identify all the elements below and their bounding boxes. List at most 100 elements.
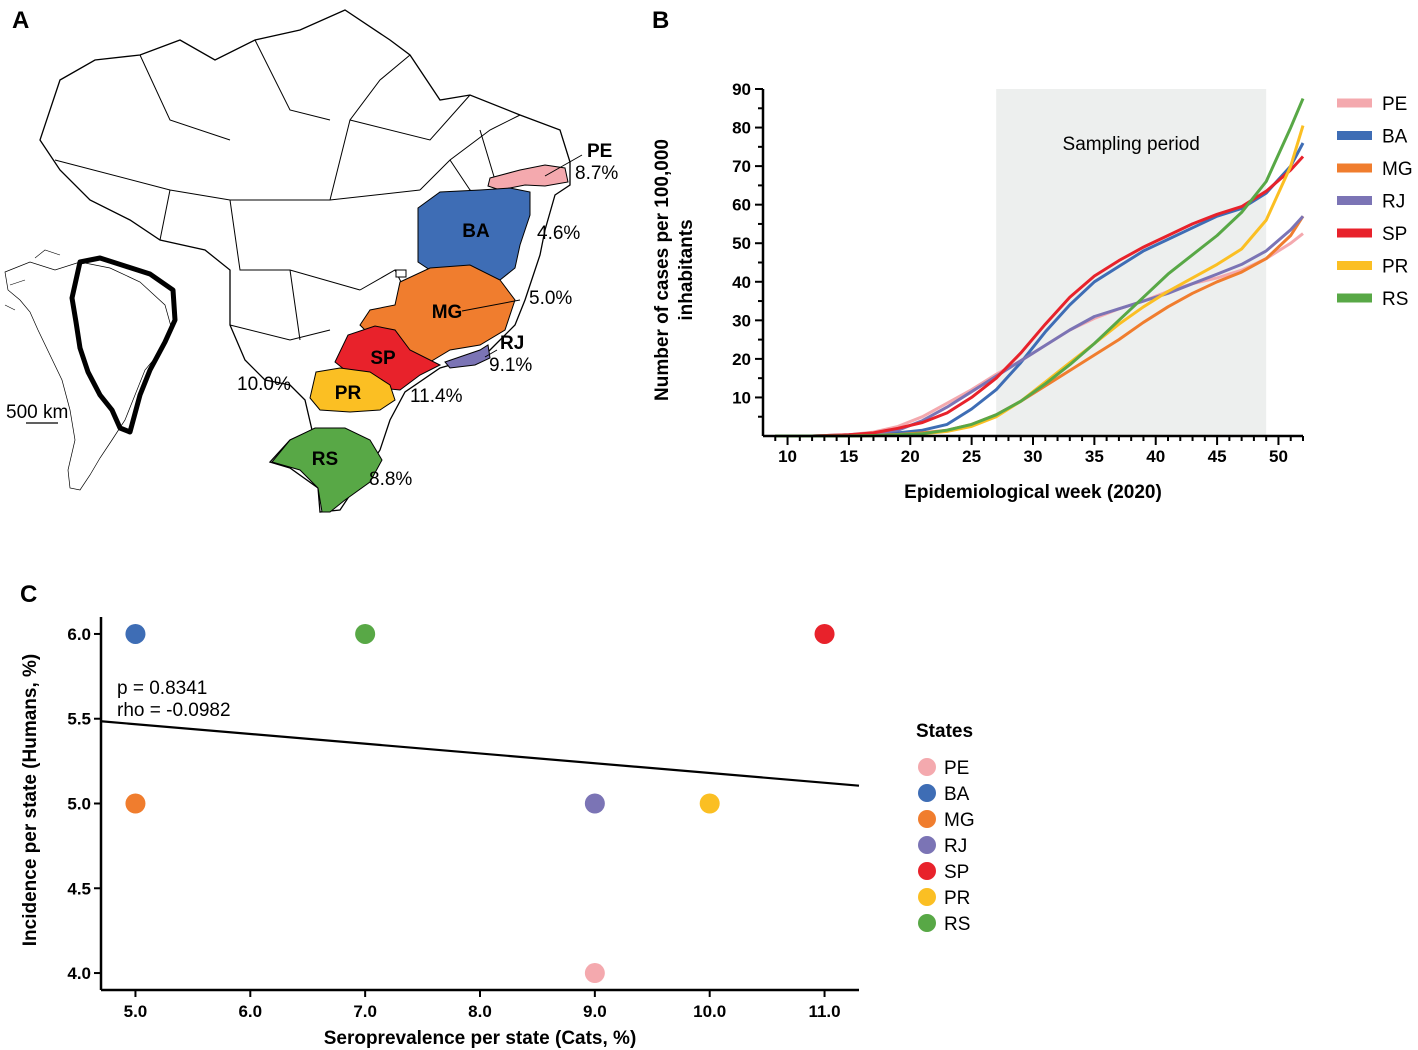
state-label-rj: RJ: [500, 333, 524, 354]
y-tick-label-c: 6.0: [67, 625, 91, 644]
legend-b: PE BA MG RJ SP PR RS: [1337, 94, 1413, 310]
legend-marker-c-pr: [918, 888, 936, 906]
legend-label-b-mg: MG: [1382, 159, 1413, 180]
south-america-outline: [4, 261, 173, 491]
scatter-point-rs: [355, 623, 376, 644]
state-label-pe: PE: [587, 141, 612, 162]
y-tick-label-b: 90: [732, 80, 751, 99]
legend-marker-c-mg: [918, 810, 936, 828]
legend-label-b-rs: RS: [1382, 289, 1408, 310]
x-tick-label-b: 20: [901, 447, 920, 466]
legend-label-c-pr: PR: [944, 888, 970, 909]
y-tick-label-b: 40: [732, 273, 751, 292]
x-tick-label-c: 11.0: [808, 1002, 840, 1021]
y-tick-label-b: 70: [732, 157, 751, 176]
brazil-outline: [39, 9, 571, 513]
state-label-rs: RS: [312, 449, 338, 470]
legend-label-b-pe: PE: [1382, 94, 1407, 115]
y-axis-label-b-line2: inhabitants: [676, 219, 697, 320]
regression-line: [100, 720, 860, 787]
legend-label-c-ba: BA: [944, 784, 970, 805]
p-value-annotation: p = 0.8341: [117, 678, 207, 699]
scatter-point-pr: [699, 793, 720, 814]
x-tick-label-b: 30: [1024, 447, 1043, 466]
y-axis-label-c: Incidence per state (Humans, %): [20, 654, 41, 946]
legend-marker-c-ba: [918, 784, 936, 802]
line-chart-cases: Sampling period 10 15 20 25 30 35 40 45 50 10 20 30…: [652, 80, 1413, 503]
leader-lines: [461, 154, 583, 358]
y-tick-label-b: 60: [732, 196, 751, 215]
legend-marker-c-rs: [918, 914, 936, 932]
state-rs: [271, 427, 383, 513]
scatter-point-mg: [125, 793, 146, 814]
legend-marker-c-rj: [918, 836, 936, 854]
y-tick-label-b: 10: [732, 388, 751, 407]
legend-label-b-sp: SP: [1382, 224, 1407, 245]
state-percent-rs: 8.8%: [369, 469, 412, 490]
scatter-point-sp: [814, 623, 835, 644]
x-tick-label-b: 25: [962, 447, 981, 466]
x-tick-label-b: 10: [778, 447, 797, 466]
df-district: [395, 269, 407, 278]
scatter-chart-correlation: 5.0 6.0 7.0 8.0 9.0 10.0 11.0 4.0 4.5 5.0 5.5 6.0 p…: [20, 617, 975, 1049]
legend-label-b-pr: PR: [1382, 257, 1408, 278]
x-tick-label-c: 5.0: [124, 1002, 148, 1021]
legend-label-b-ba: BA: [1382, 127, 1408, 148]
caribbean-outline: [4, 249, 61, 311]
legend-label-c-rj: RJ: [944, 836, 967, 857]
rho-annotation: rho = -0.0982: [117, 700, 231, 721]
legend-label-c-pe: PE: [944, 758, 969, 779]
state-percent-mg: 5.0%: [529, 288, 572, 309]
state-label-ba: BA: [462, 221, 490, 242]
x-tick-label-c: 6.0: [238, 1002, 262, 1021]
y-tick-label-b: 50: [732, 234, 751, 253]
legend-label-b-rj: RJ: [1382, 192, 1405, 213]
y-tick-label-b: 20: [732, 350, 751, 369]
x-tick-label-c: 10.0: [693, 1002, 726, 1021]
state-percent-pr: 10.0%: [237, 374, 291, 395]
x-tick-label-b: 50: [1269, 447, 1288, 466]
x-tick-label-b: 35: [1085, 447, 1104, 466]
panel-label-c: C: [20, 581, 37, 608]
x-axis-label-b: Epidemiological week (2020): [904, 482, 1162, 503]
x-tick-label-c: 7.0: [353, 1002, 377, 1021]
x-axis-label-c: Seroprevalence per state (Cats, %): [324, 1028, 637, 1049]
legend-marker-c-sp: [918, 862, 936, 880]
brazil-map: PE BA MG RJ SP PR RS 8.7% 4.6% 5.0% 9.1%…: [4, 9, 618, 513]
state-percent-ba: 4.6%: [537, 223, 580, 244]
brazil-inset-outline: [69, 255, 178, 435]
x-tick-label-b: 15: [839, 447, 858, 466]
legend-label-c-mg: MG: [944, 810, 975, 831]
scale-label: 500 km: [6, 402, 68, 423]
state-rj: [444, 344, 491, 369]
y-tick-label-c: 4.0: [67, 964, 91, 983]
state-percent-sp: 11.4%: [410, 386, 463, 407]
y-tick-label-c: 4.5: [67, 879, 91, 898]
y-tick-label-b: 80: [732, 119, 751, 138]
x-tick-label-c: 8.0: [468, 1002, 492, 1021]
state-label-pr: PR: [335, 383, 362, 404]
panel-label-a: A: [12, 7, 29, 34]
series-line-sp: [775, 155, 1305, 438]
legend-c: PE BA MG RJ SP PR RS: [918, 758, 975, 935]
state-borders: [54, 39, 521, 341]
legend-label-c-sp: SP: [944, 862, 969, 883]
state-label-mg: MG: [432, 302, 463, 323]
south-america-inset: 500 km: [4, 249, 178, 491]
x-tick-label-b: 40: [1146, 447, 1165, 466]
y-axis-label-b-line1: Number of cases per 100,000: [652, 139, 673, 401]
x-tick-label-b: 45: [1208, 447, 1227, 466]
scatter-point-ba: [125, 623, 146, 644]
state-pr: [309, 367, 396, 413]
y-tick-label-c: 5.5: [67, 710, 91, 729]
state-percent-rj: 9.1%: [489, 355, 532, 376]
y-tick-label-b: 30: [732, 311, 751, 330]
legend-title-c: States: [916, 721, 973, 742]
panel-label-b: B: [652, 7, 669, 34]
legend-label-c-rs: RS: [944, 914, 970, 935]
legend-marker-c-pe: [918, 758, 936, 776]
x-tick-label-c: 9.0: [583, 1002, 607, 1021]
y-tick-label-c: 5.0: [67, 795, 91, 814]
state-percent-pe: 8.7%: [575, 163, 618, 184]
